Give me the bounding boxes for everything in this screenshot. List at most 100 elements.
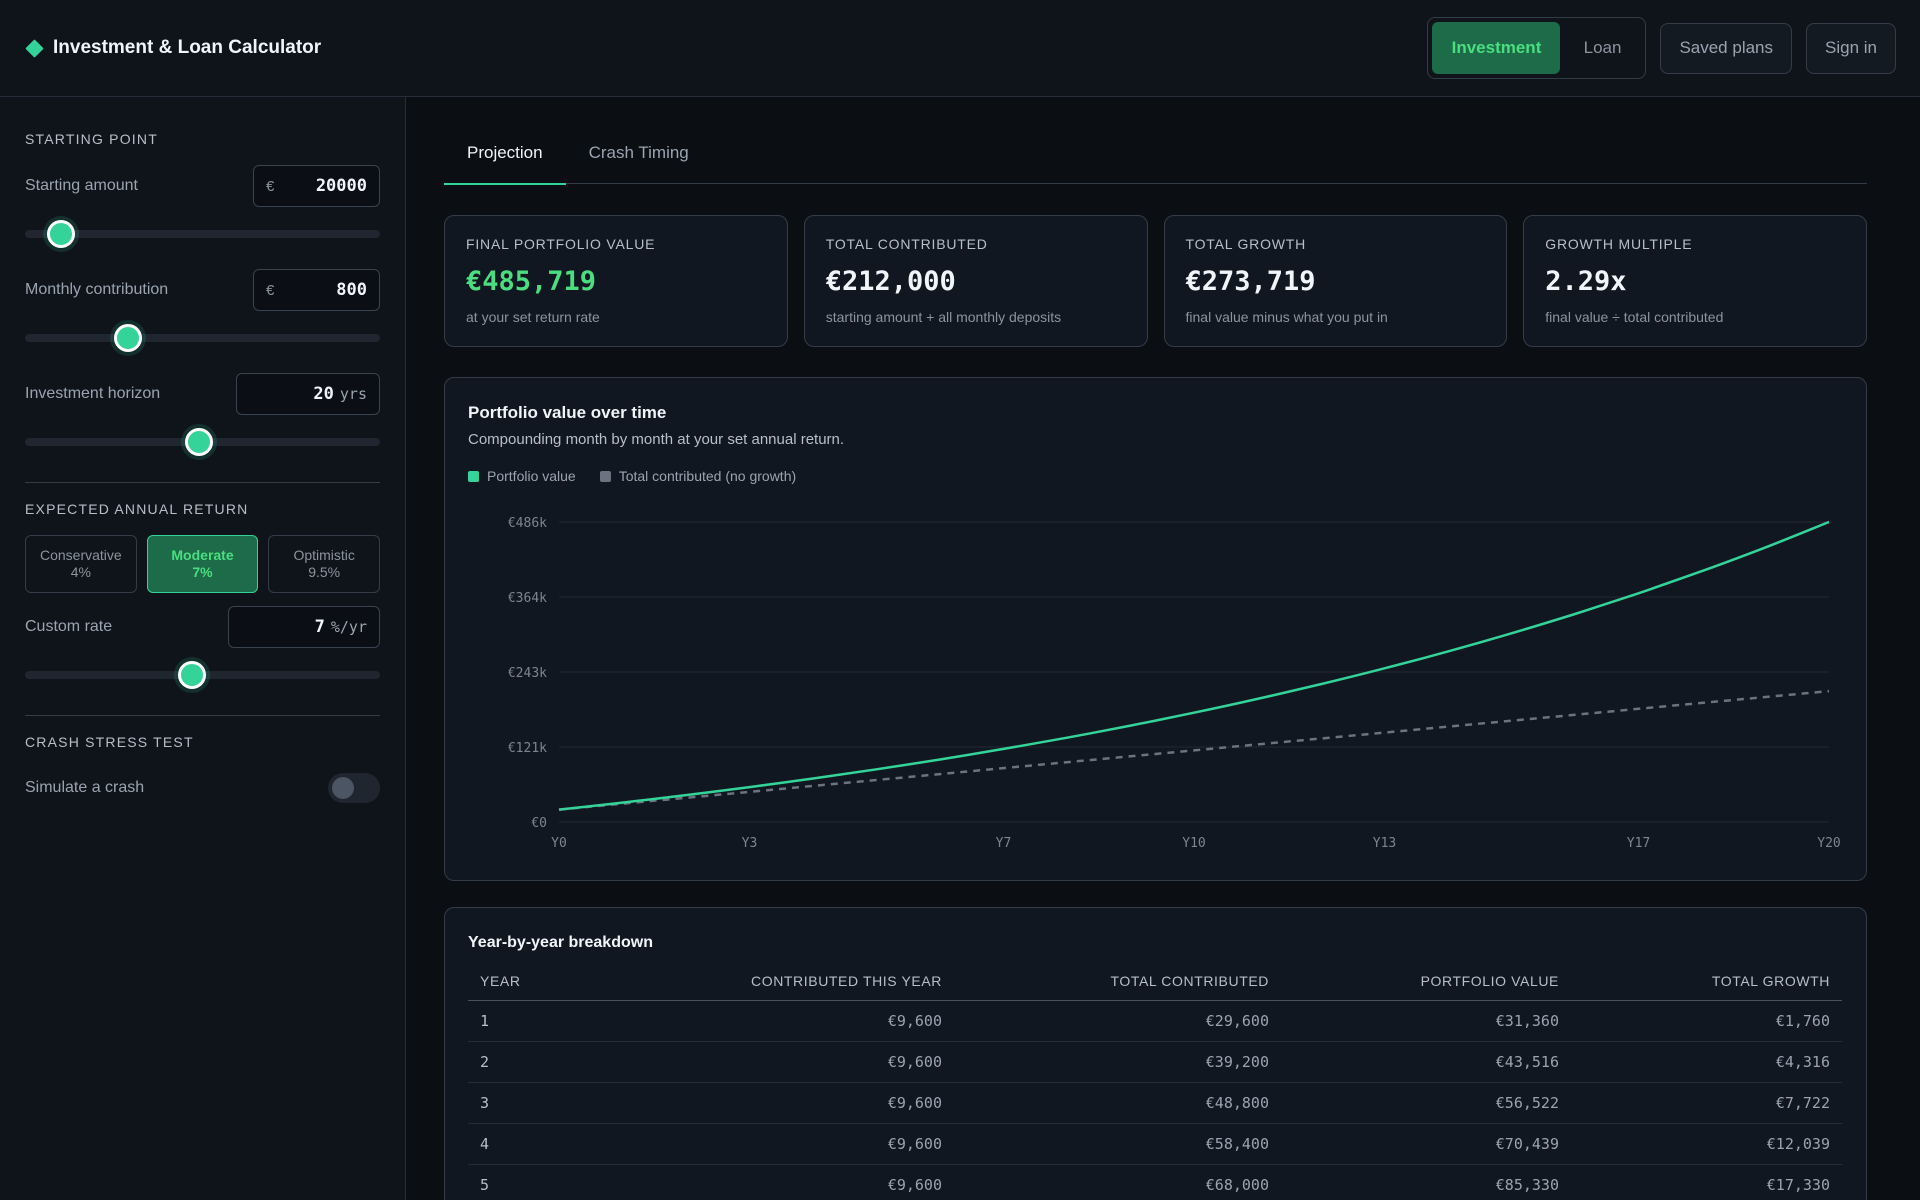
divider xyxy=(25,715,380,716)
legend-item-contributed[interactable]: Total contributed (no growth) xyxy=(599,468,796,484)
custom-rate-input[interactable]: 7 %/yr xyxy=(228,606,380,648)
saved-plans-button[interactable]: Saved plans xyxy=(1660,22,1793,74)
preset-moderate-button[interactable]: Moderate 7% xyxy=(146,535,259,593)
slider-thumb[interactable] xyxy=(113,324,142,352)
table-cell: €9,600 xyxy=(588,1082,954,1124)
summary-cards: FINAL PORTFOLIO VALUE €485,719 at your s… xyxy=(444,215,1867,347)
custom-rate-label: Custom rate xyxy=(25,618,113,635)
column-header-year: YEAR xyxy=(468,962,588,1001)
app-header: Investment & Loan Calculator Investment … xyxy=(0,0,1920,97)
table-row: 3 €9,600 €48,800 €56,522 €7,722 xyxy=(468,1082,1842,1124)
y-tick-label: €121k xyxy=(508,741,547,756)
y-tick-label: €486k xyxy=(508,516,547,531)
table-cell: €58,400 xyxy=(954,1123,1281,1165)
crash-toggle-row: Simulate a crash xyxy=(25,773,380,803)
brand: Investment & Loan Calculator xyxy=(24,37,321,59)
starting-amount-input[interactable]: € 20000 xyxy=(253,165,380,207)
custom-rate-slider[interactable] xyxy=(25,661,380,689)
slider-track xyxy=(25,230,380,238)
chart-panel: Portfolio value over time Compounding mo… xyxy=(444,377,1867,881)
tab-projection[interactable]: Projection xyxy=(444,121,566,185)
table-cell: €9,600 xyxy=(588,1041,954,1083)
series-line-contributed xyxy=(558,689,1830,811)
horizon-input[interactable]: 20 yrs xyxy=(236,373,380,415)
preset-name: Optimistic xyxy=(293,547,355,563)
table-cell: €12,039 xyxy=(1571,1123,1842,1165)
starting-amount-slider[interactable] xyxy=(25,220,380,248)
horizon-label: Investment horizon xyxy=(25,385,161,402)
column-header-contributed-year: CONTRIBUTED THIS YEAR xyxy=(588,962,954,1001)
legend-label: Portfolio value xyxy=(487,468,576,484)
crash-toggle-label: Simulate a crash xyxy=(25,779,145,796)
table-cell: €48,800 xyxy=(954,1082,1281,1124)
legend-item-portfolio[interactable]: Portfolio value xyxy=(468,468,576,484)
breakdown-table: YEAR CONTRIBUTED THIS YEAR TOTAL CONTRIB… xyxy=(468,962,1842,1200)
table-row: 1 €9,600 €29,600 €31,360 €1,760 xyxy=(468,1000,1842,1042)
horizon-slider[interactable] xyxy=(25,428,380,456)
preset-conservative-button[interactable]: Conservative 4% xyxy=(25,535,137,593)
sign-in-button[interactable]: Sign in xyxy=(1806,22,1896,74)
x-tick-label: Y17 xyxy=(1627,836,1650,851)
y-tick-label: €364k xyxy=(508,591,547,606)
table-header-row: YEAR CONTRIBUTED THIS YEAR TOTAL CONTRIB… xyxy=(468,962,1842,1001)
table-row: 5 €9,600 €68,000 €85,330 €17,330 xyxy=(468,1164,1842,1200)
card-label: TOTAL GROWTH xyxy=(1185,236,1307,252)
divider xyxy=(25,482,380,483)
card-label: FINAL PORTFOLIO VALUE xyxy=(466,236,656,252)
x-tick-label: Y7 xyxy=(996,836,1012,851)
chart-title: Portfolio value over time xyxy=(468,403,667,422)
table-cell: €4,316 xyxy=(1571,1041,1842,1083)
slider-thumb[interactable] xyxy=(46,220,75,248)
table-cell: €31,360 xyxy=(1281,1000,1571,1042)
table-cell: €17,330 xyxy=(1571,1164,1842,1200)
preset-rate: 9.5% xyxy=(308,564,341,580)
mode-switch: Investment Loan xyxy=(1426,17,1647,79)
euro-prefix: € xyxy=(266,281,275,299)
preset-name: Conservative xyxy=(39,547,122,563)
sidebar: STARTING POINT Starting amount € 20000 M… xyxy=(0,97,406,1200)
y-tick-label: €243k xyxy=(508,666,547,681)
preset-optimistic-button[interactable]: Optimistic 9.5% xyxy=(268,535,381,593)
mode-loan-button[interactable]: Loan xyxy=(1564,22,1642,74)
tab-bar: Projection Crash Timing xyxy=(444,121,1867,185)
monthly-contribution-input[interactable]: € 800 xyxy=(253,269,380,311)
portfolio-chart: €0 €121k €243k €364k €486k Y0 Y3 Y7 Y10 Y13 Y17 Y20 xyxy=(508,516,1841,851)
table-cell: 4 xyxy=(468,1123,588,1165)
euro-prefix: € xyxy=(266,177,275,195)
column-header-portfolio-value: PORTFOLIO VALUE xyxy=(1281,962,1571,1001)
card-final-portfolio: FINAL PORTFOLIO VALUE €485,719 at your s… xyxy=(444,215,788,347)
series-line-portfolio xyxy=(558,520,1830,811)
breakdown-table-panel: Year-by-year breakdown YEAR CONTRIBUTED … xyxy=(444,907,1867,1200)
toggle-knob xyxy=(332,777,354,799)
monthly-contribution-slider[interactable] xyxy=(25,324,380,352)
diamond-logo-icon xyxy=(25,38,44,58)
y-tick-label: €0 xyxy=(531,816,547,831)
preset-rate: 4% xyxy=(70,564,91,580)
card-label: TOTAL CONTRIBUTED xyxy=(825,236,988,252)
table-title: Year-by-year breakdown xyxy=(468,934,653,951)
custom-rate-unit: %/yr xyxy=(330,618,367,636)
slider-track xyxy=(25,334,380,342)
mode-investment-button[interactable]: Investment xyxy=(1431,22,1560,74)
starting-amount-label: Starting amount xyxy=(25,177,138,194)
horizon-value: 20 xyxy=(313,384,334,404)
section-label-crash: CRASH STRESS TEST xyxy=(25,734,194,750)
slider-thumb[interactable] xyxy=(184,428,213,456)
table-cell: 2 xyxy=(468,1041,588,1083)
card-total-growth: TOTAL GROWTH €273,719 final value minus … xyxy=(1163,215,1508,347)
horizon-unit: yrs xyxy=(339,385,367,403)
tab-crash-timing[interactable]: Crash Timing xyxy=(588,142,689,162)
slider-thumb[interactable] xyxy=(177,661,206,689)
card-value: 2.29x xyxy=(1545,266,1627,297)
section-label-starting: STARTING POINT xyxy=(25,131,158,147)
table-cell: €85,330 xyxy=(1281,1164,1571,1200)
table-cell: €70,439 xyxy=(1281,1123,1571,1165)
chart-legend: Portfolio value Total contributed (no gr… xyxy=(468,468,796,484)
table-cell: €43,516 xyxy=(1281,1041,1571,1083)
card-growth-multiple: GROWTH MULTIPLE 2.29x final value ÷ tota… xyxy=(1523,215,1867,347)
table-cell: €39,200 xyxy=(954,1041,1281,1083)
crash-toggle-switch[interactable] xyxy=(328,773,380,803)
return-presets: Conservative 4% Moderate 7% Optimistic 9… xyxy=(25,535,381,593)
starting-amount-value: 20000 xyxy=(315,176,367,196)
table-cell: €9,600 xyxy=(588,1123,954,1165)
